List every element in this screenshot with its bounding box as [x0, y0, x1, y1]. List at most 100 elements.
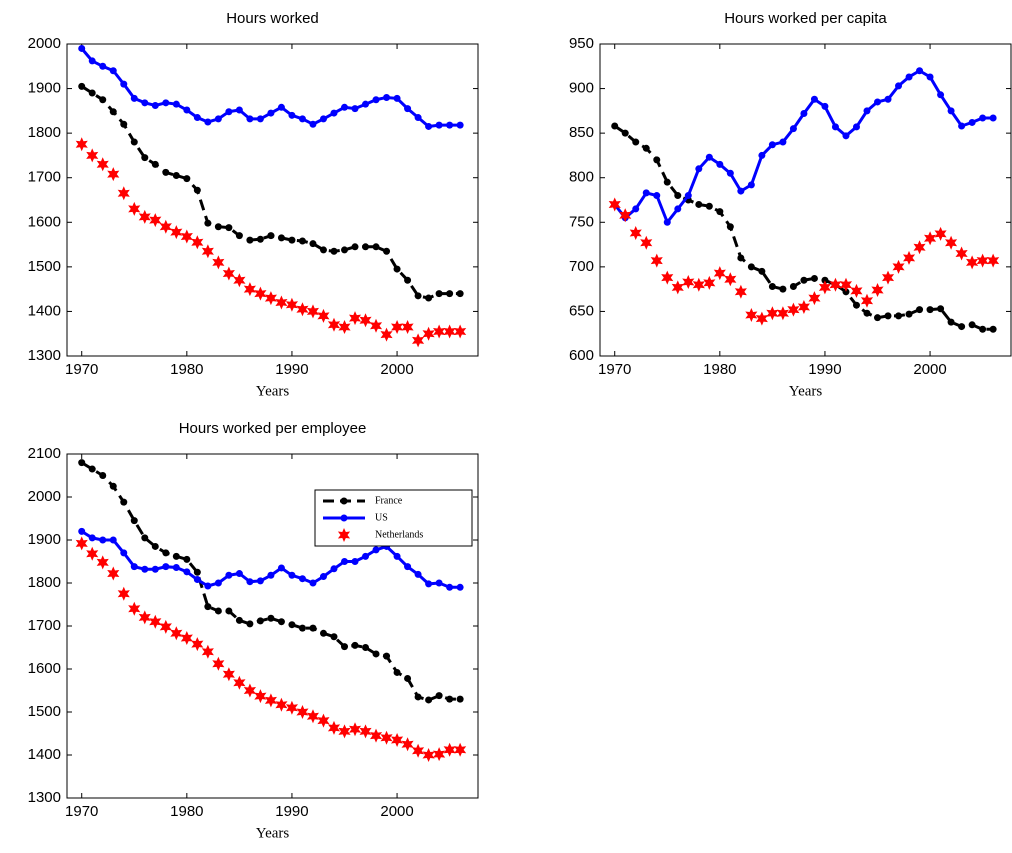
star-marker	[138, 610, 151, 625]
star-marker	[619, 208, 632, 223]
star-marker	[107, 167, 120, 182]
circle-marker	[916, 67, 924, 75]
circle-marker	[341, 558, 349, 565]
circle-marker	[141, 99, 149, 107]
star-marker	[808, 291, 821, 306]
y-tick-label: 2000	[28, 35, 61, 52]
circle-marker	[362, 644, 370, 651]
star-marker	[745, 308, 758, 322]
star-marker	[380, 730, 393, 745]
circle-marker	[425, 696, 433, 704]
circle-marker	[642, 189, 650, 197]
circle-marker	[193, 114, 201, 122]
star-marker	[180, 229, 193, 244]
star-marker	[860, 293, 874, 308]
circle-marker	[435, 121, 443, 129]
star-marker	[233, 675, 246, 690]
star-marker	[222, 667, 235, 682]
y-tick-label: 2100	[28, 445, 61, 462]
star-marker	[264, 693, 277, 708]
y-tick-label: 1400	[28, 302, 61, 319]
circle-marker	[937, 91, 945, 99]
circle-marker	[193, 576, 201, 584]
circle-marker	[446, 583, 454, 591]
y-tick-label: 750	[569, 213, 594, 230]
y-tick-label: 900	[569, 80, 594, 97]
star-marker	[149, 614, 162, 629]
circle-marker	[298, 575, 306, 583]
circle-marker	[916, 306, 924, 314]
circle-marker	[726, 169, 734, 177]
legend-label: Netherlands	[375, 529, 423, 540]
circle-marker	[456, 695, 464, 703]
legend-label: US	[375, 512, 388, 523]
x-axis-label: Years	[789, 383, 823, 399]
star-marker	[433, 747, 446, 762]
star-marker	[233, 273, 246, 288]
circle-marker	[267, 109, 275, 117]
circle-marker	[414, 570, 422, 578]
circle-marker	[204, 219, 212, 227]
star-marker	[159, 219, 172, 234]
circle-marker	[193, 568, 201, 576]
circle-marker	[779, 285, 787, 293]
circle-marker	[288, 621, 296, 629]
circle-marker	[705, 153, 713, 161]
circle-marker	[109, 108, 117, 116]
circle-marker	[979, 114, 987, 122]
circle-marker	[288, 236, 296, 244]
circle-marker	[330, 109, 338, 117]
star-marker	[159, 619, 172, 634]
circle-marker	[895, 82, 903, 90]
x-tick-label: 1990	[275, 803, 308, 820]
circle-marker	[393, 668, 401, 676]
star-marker	[671, 280, 684, 295]
y-tick-label: 1900	[28, 531, 61, 548]
circle-marker	[383, 652, 391, 660]
star-marker	[882, 270, 895, 285]
circle-marker	[99, 62, 107, 70]
star-marker	[987, 253, 1000, 268]
star-marker	[138, 209, 151, 224]
circle-marker	[235, 570, 243, 578]
circle-marker	[183, 555, 191, 563]
circle-marker	[151, 565, 159, 573]
circle-marker	[958, 323, 966, 331]
circle-marker	[172, 564, 180, 572]
star-marker	[180, 631, 193, 645]
star-marker	[222, 266, 235, 281]
star-marker	[317, 713, 330, 728]
circle-marker	[800, 276, 808, 284]
star-marker	[734, 284, 747, 299]
star-marker	[243, 282, 256, 297]
x-axis-label: Years	[256, 825, 290, 841]
circle-marker	[109, 482, 117, 490]
circle-marker	[141, 154, 149, 162]
circle-marker	[162, 99, 170, 107]
star-marker	[264, 291, 277, 306]
star-marker	[370, 318, 383, 333]
star-marker	[201, 244, 214, 259]
star-marker	[454, 742, 467, 757]
star-marker	[254, 286, 267, 301]
chart-title: Hours worked per employee	[179, 420, 367, 437]
x-tick-label: 1980	[703, 361, 736, 378]
x-tick-label: 1980	[170, 803, 203, 820]
star-marker	[359, 724, 372, 739]
star-marker	[850, 283, 863, 298]
star-marker	[117, 186, 130, 201]
circle-marker	[277, 234, 285, 242]
circle-marker	[372, 96, 380, 104]
star-marker	[412, 743, 425, 758]
circle-marker	[204, 582, 212, 590]
circle-marker	[246, 620, 254, 628]
star-marker	[117, 586, 130, 601]
circle-marker	[758, 151, 766, 159]
circle-marker	[737, 254, 745, 262]
circle-marker	[78, 44, 86, 52]
star-marker	[713, 266, 726, 281]
circle-marker	[88, 465, 96, 473]
star-marker	[170, 225, 183, 240]
circle-marker	[404, 105, 412, 113]
chart-title: Hours worked	[226, 10, 319, 27]
